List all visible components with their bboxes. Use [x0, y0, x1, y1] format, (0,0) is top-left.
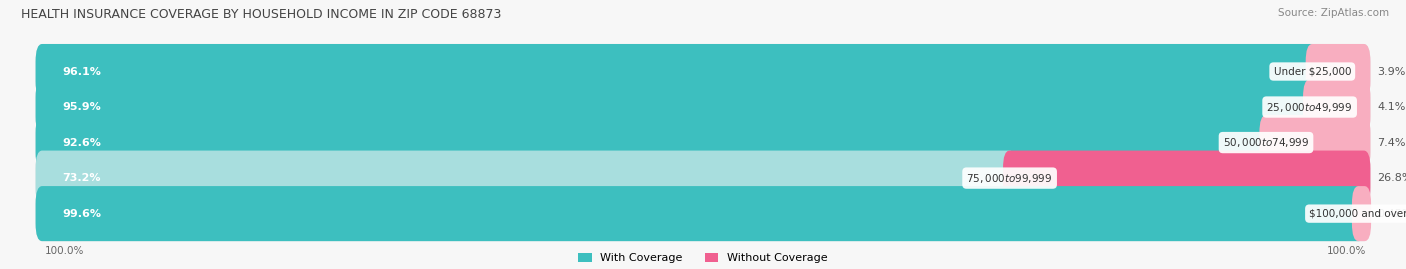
Text: 95.9%: 95.9%	[62, 102, 101, 112]
Text: $75,000 to $99,999: $75,000 to $99,999	[966, 172, 1053, 185]
Text: $100,000 and over: $100,000 and over	[1309, 209, 1406, 219]
FancyBboxPatch shape	[35, 80, 1316, 134]
Text: 0.45%: 0.45%	[1378, 209, 1406, 219]
FancyBboxPatch shape	[35, 44, 1371, 99]
FancyBboxPatch shape	[35, 115, 1272, 170]
Text: Under $25,000: Under $25,000	[1274, 66, 1351, 76]
FancyBboxPatch shape	[35, 151, 1371, 206]
Text: 7.4%: 7.4%	[1376, 137, 1406, 148]
FancyBboxPatch shape	[35, 186, 1371, 241]
Text: 100.0%: 100.0%	[45, 246, 84, 256]
Text: 92.6%: 92.6%	[62, 137, 101, 148]
Text: 3.9%: 3.9%	[1376, 66, 1406, 76]
FancyBboxPatch shape	[35, 115, 1371, 170]
Text: 73.2%: 73.2%	[62, 173, 100, 183]
FancyBboxPatch shape	[35, 151, 1017, 206]
FancyBboxPatch shape	[1353, 186, 1371, 241]
Text: 26.8%: 26.8%	[1376, 173, 1406, 183]
FancyBboxPatch shape	[35, 186, 1365, 241]
Text: 4.1%: 4.1%	[1376, 102, 1406, 112]
FancyBboxPatch shape	[1303, 80, 1371, 134]
Legend: With Coverage, Without Coverage: With Coverage, Without Coverage	[574, 249, 832, 268]
Text: 99.6%: 99.6%	[62, 209, 101, 219]
Text: $25,000 to $49,999: $25,000 to $49,999	[1267, 101, 1353, 114]
Text: Source: ZipAtlas.com: Source: ZipAtlas.com	[1278, 8, 1389, 18]
FancyBboxPatch shape	[1306, 44, 1371, 99]
Text: 96.1%: 96.1%	[62, 66, 101, 76]
FancyBboxPatch shape	[35, 44, 1319, 99]
FancyBboxPatch shape	[1002, 151, 1371, 206]
Text: $50,000 to $74,999: $50,000 to $74,999	[1223, 136, 1309, 149]
Text: HEALTH INSURANCE COVERAGE BY HOUSEHOLD INCOME IN ZIP CODE 68873: HEALTH INSURANCE COVERAGE BY HOUSEHOLD I…	[21, 8, 502, 21]
Text: 100.0%: 100.0%	[1327, 246, 1367, 256]
FancyBboxPatch shape	[35, 80, 1371, 134]
FancyBboxPatch shape	[1260, 115, 1371, 170]
